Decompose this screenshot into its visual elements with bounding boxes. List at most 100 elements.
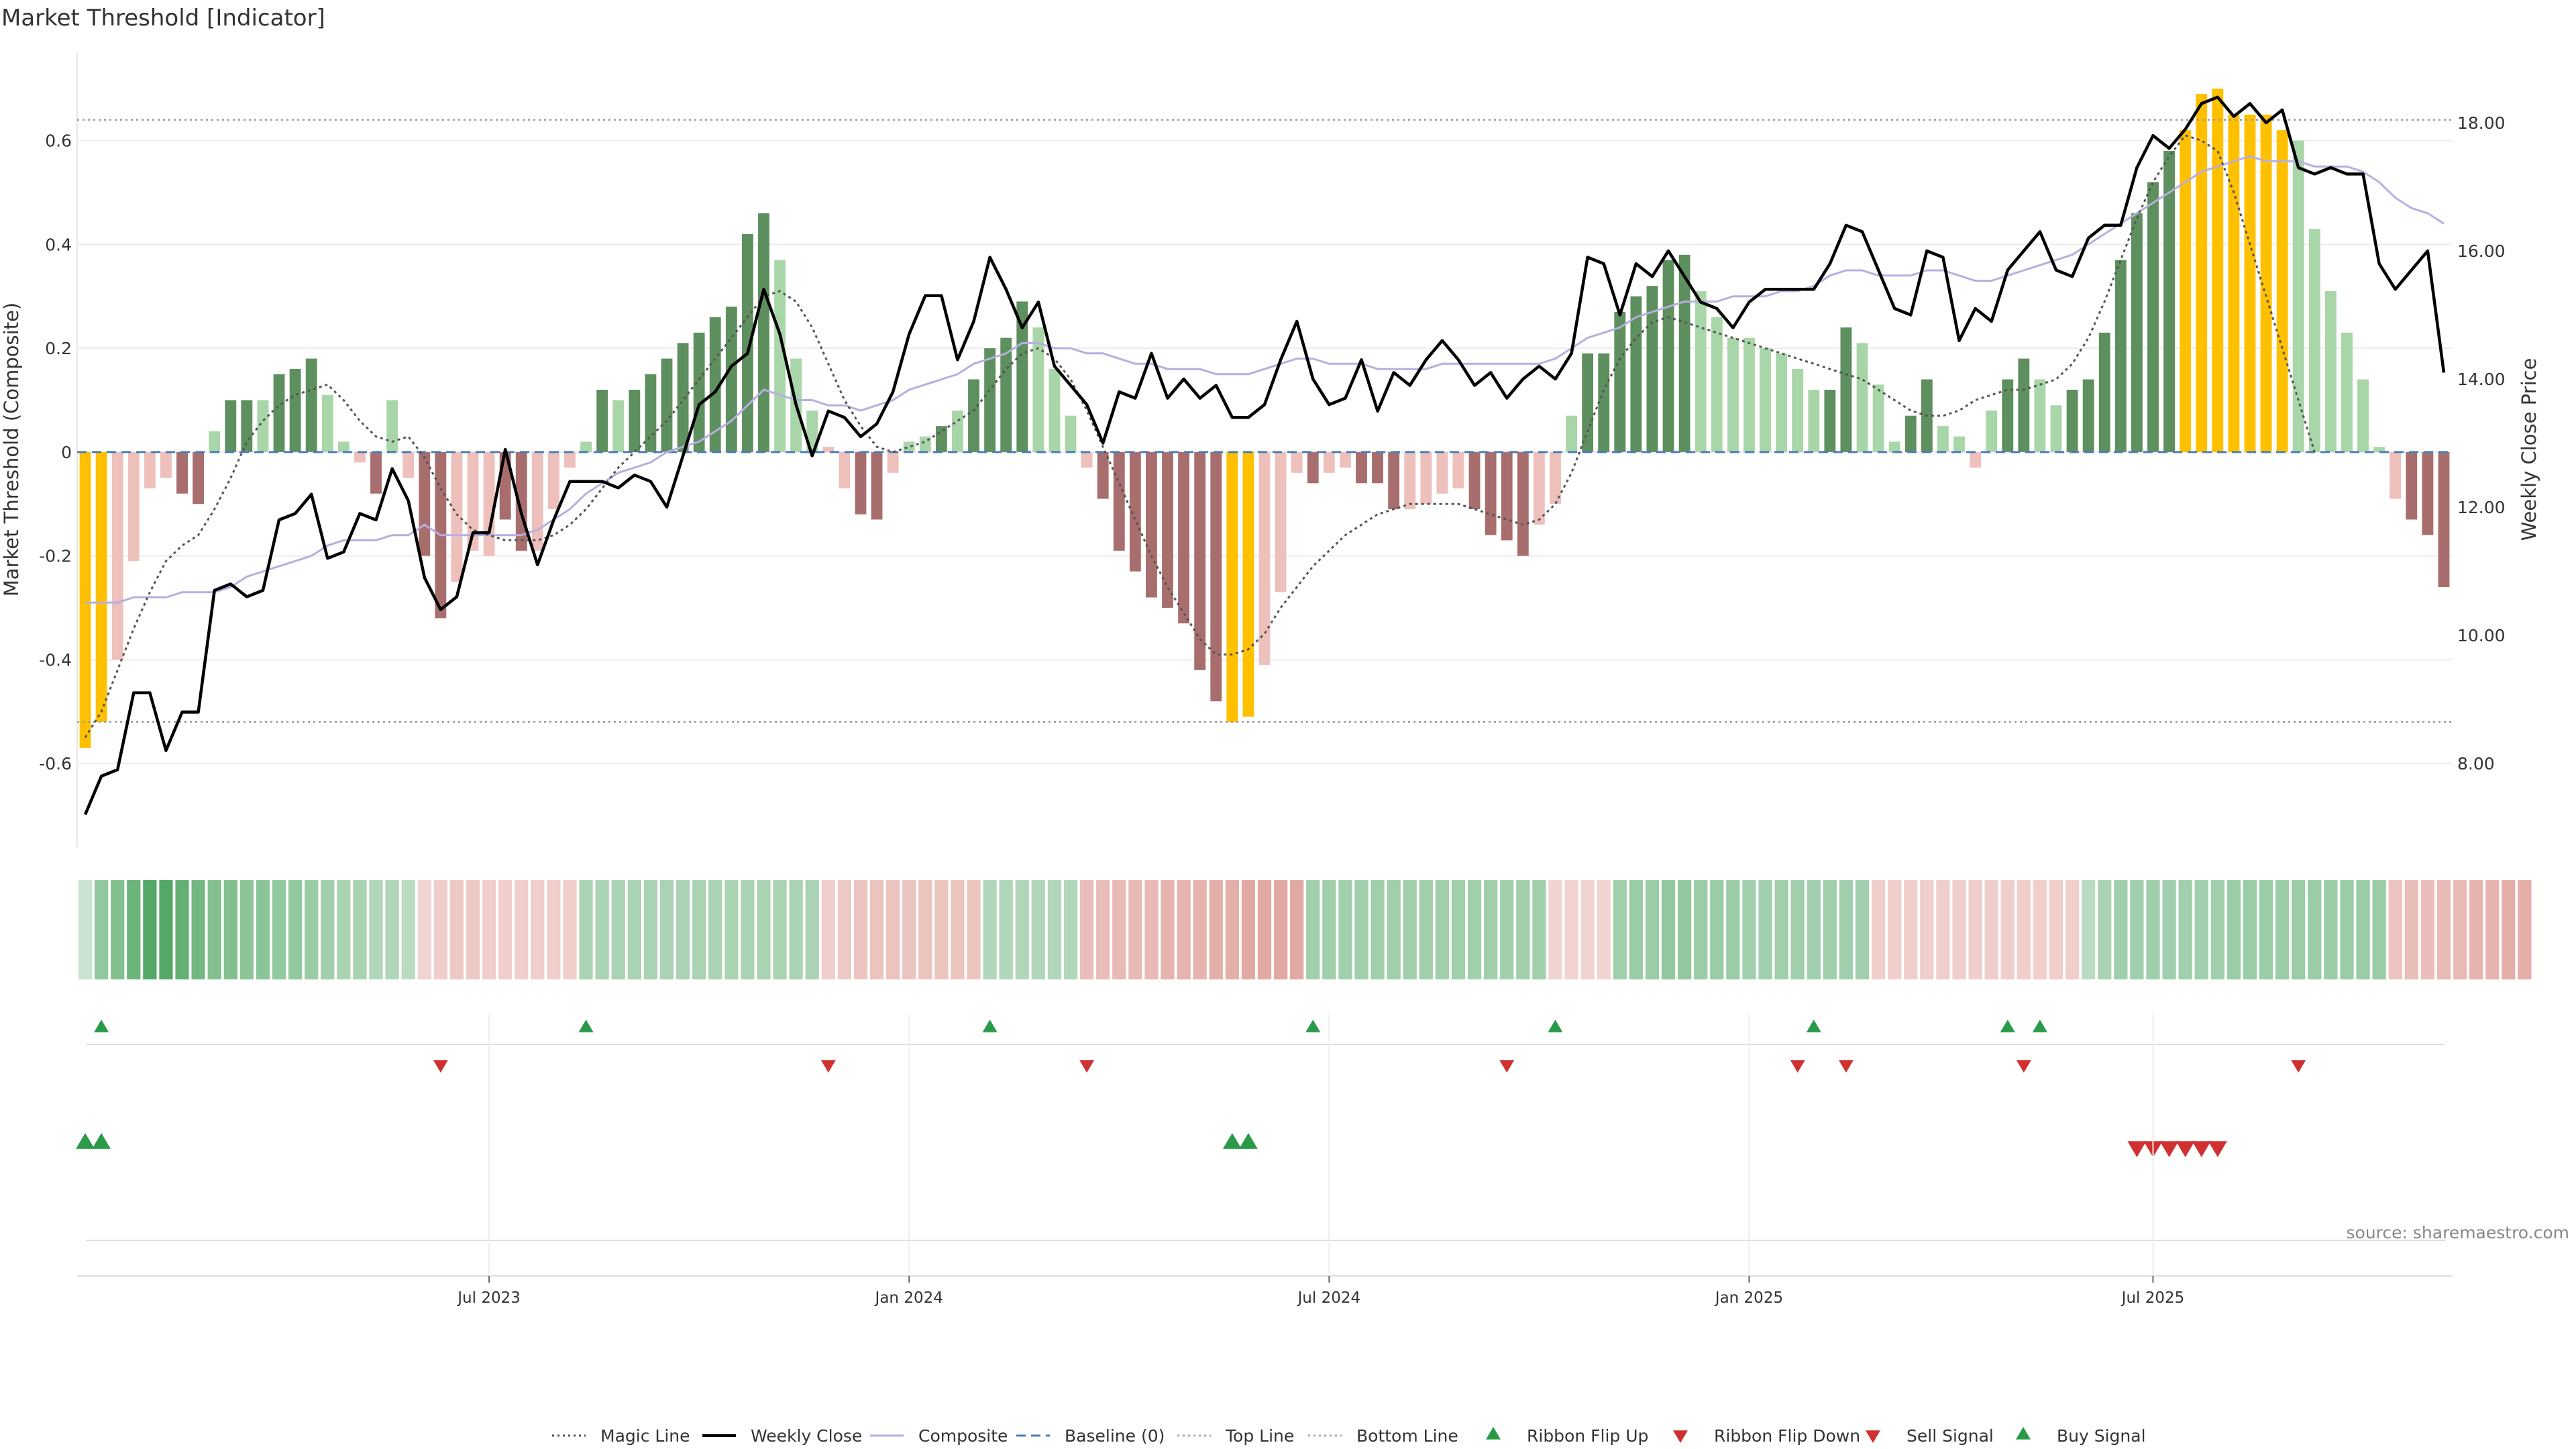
- legend-item: Top Line: [1177, 1426, 1294, 1446]
- composite-bar: [839, 451, 851, 489]
- ribbon-cell: [2065, 880, 2080, 979]
- composite-bar: [2357, 379, 2369, 452]
- composite-bar: [2196, 93, 2208, 452]
- legend-swatch: [2016, 1427, 2031, 1440]
- composite-bar: [1695, 290, 1707, 452]
- ribbon-cell: [1273, 880, 1288, 979]
- composite-bar: [483, 451, 495, 556]
- buy-signal-marker: [1222, 1133, 1242, 1149]
- ribbon-cell: [2226, 880, 2241, 979]
- legend-label: Top Line: [1225, 1426, 1294, 1446]
- ribbon-cell: [1839, 880, 1854, 979]
- ribbon-flip-down-marker: [1790, 1060, 1805, 1073]
- composite-bar: [1776, 353, 1788, 452]
- ribbon-cell: [466, 880, 480, 979]
- ribbon-cell: [2033, 880, 2047, 979]
- ribbon-cell: [934, 880, 949, 979]
- ribbon-cell: [2275, 880, 2290, 979]
- sell-signal-marker: [2192, 1141, 2211, 1157]
- composite-bar: [1436, 451, 1448, 494]
- composite-bar: [1808, 390, 1820, 452]
- composite-bar: [1097, 451, 1109, 499]
- ribbon-cell: [708, 880, 722, 979]
- composite-bar: [596, 390, 608, 452]
- composite-bar: [1032, 327, 1044, 452]
- composite-bar: [1711, 317, 1723, 452]
- composite-bar: [1372, 451, 1383, 484]
- ribbon-cell: [724, 880, 739, 979]
- composite-bar: [2276, 130, 2288, 452]
- ribbon-cell: [1580, 880, 1595, 979]
- composite-bar: [386, 400, 398, 452]
- composite-bar: [871, 451, 883, 520]
- composite-bar: [2373, 447, 2385, 452]
- ribbon-cell: [1354, 880, 1368, 979]
- composite-bar: [1016, 301, 1028, 452]
- sell-signal-marker: [2176, 1141, 2195, 1157]
- ribbon-cell: [1322, 880, 1336, 979]
- ribbon-flip-panel: [86, 1020, 2445, 1073]
- ribbon-cell: [1888, 880, 1902, 979]
- legend-swatch: [1486, 1427, 1501, 1440]
- composite-bar: [354, 451, 366, 463]
- ribbon-cell: [482, 880, 496, 979]
- ribbon-cell: [2178, 880, 2192, 979]
- buy-signal-marker: [1238, 1133, 1258, 1149]
- composite-bar: [547, 451, 559, 509]
- ribbon-cell: [1710, 880, 1724, 979]
- y-tick-label: -0.2: [39, 547, 72, 566]
- sell-signal-marker: [2208, 1141, 2227, 1157]
- y-tick-label: 0.4: [45, 235, 72, 254]
- ribbon-cell: [1597, 880, 1611, 979]
- ribbon-cell: [2017, 880, 2031, 979]
- composite-bar: [144, 451, 156, 489]
- ribbon-flip-down-marker: [1079, 1060, 1095, 1073]
- composite-bar: [1533, 451, 1545, 525]
- ribbon-cell: [2146, 880, 2160, 979]
- ribbon-cell: [515, 880, 529, 979]
- legend-label: Bottom Line: [1356, 1426, 1458, 1446]
- ribbon-flip-up-marker: [982, 1020, 998, 1032]
- composite-bar: [1614, 311, 1626, 452]
- composite-bar: [968, 379, 979, 452]
- ribbon-cell: [1387, 880, 1401, 979]
- sell-signal-marker: [2159, 1141, 2179, 1157]
- y2-tick-label: 8.00: [2457, 754, 2495, 773]
- composite-bar: [2228, 114, 2240, 452]
- composite-bar: [127, 451, 140, 561]
- composite-bar: [370, 451, 382, 494]
- ribbon-cell: [2082, 880, 2096, 979]
- ribbon-cell: [1112, 880, 1126, 979]
- ribbon-cell: [1613, 880, 1627, 979]
- ribbon-cell: [611, 880, 625, 979]
- composite-bar: [257, 400, 269, 452]
- source-note: source: sharemaestro.com: [2347, 1223, 2570, 1242]
- ribbon-cell: [272, 880, 286, 979]
- ribbon-cell: [498, 880, 513, 979]
- ribbon-cell: [1031, 880, 1045, 979]
- ribbon-cell: [1936, 880, 1950, 979]
- composite-bar: [1146, 451, 1157, 598]
- ribbon-cell: [999, 880, 1013, 979]
- ribbon-cell: [433, 880, 447, 979]
- ribbon-cell: [353, 880, 367, 979]
- ribbon-cell: [223, 880, 237, 979]
- composite-bar: [677, 343, 689, 452]
- ribbon-cell: [853, 880, 868, 979]
- ribbon-flip-down-marker: [820, 1060, 836, 1073]
- composite-bar: [1501, 451, 1513, 541]
- ribbon-cell: [2130, 880, 2144, 979]
- ribbon-cell: [2404, 880, 2418, 979]
- ribbon-cell: [805, 880, 819, 979]
- ribbon-cell: [1694, 880, 1708, 979]
- composite-bar: [2034, 379, 2046, 452]
- composite-bar: [1872, 384, 1884, 452]
- ribbon-cell: [191, 880, 205, 979]
- ribbon-cell: [2340, 880, 2354, 979]
- ribbon-cell: [2162, 880, 2176, 979]
- ribbon-cell: [2372, 880, 2386, 979]
- composite-bar: [935, 426, 947, 452]
- ribbon-cell: [127, 880, 141, 979]
- composite-bar: [1598, 353, 1610, 452]
- ribbon-cell: [1564, 880, 1578, 979]
